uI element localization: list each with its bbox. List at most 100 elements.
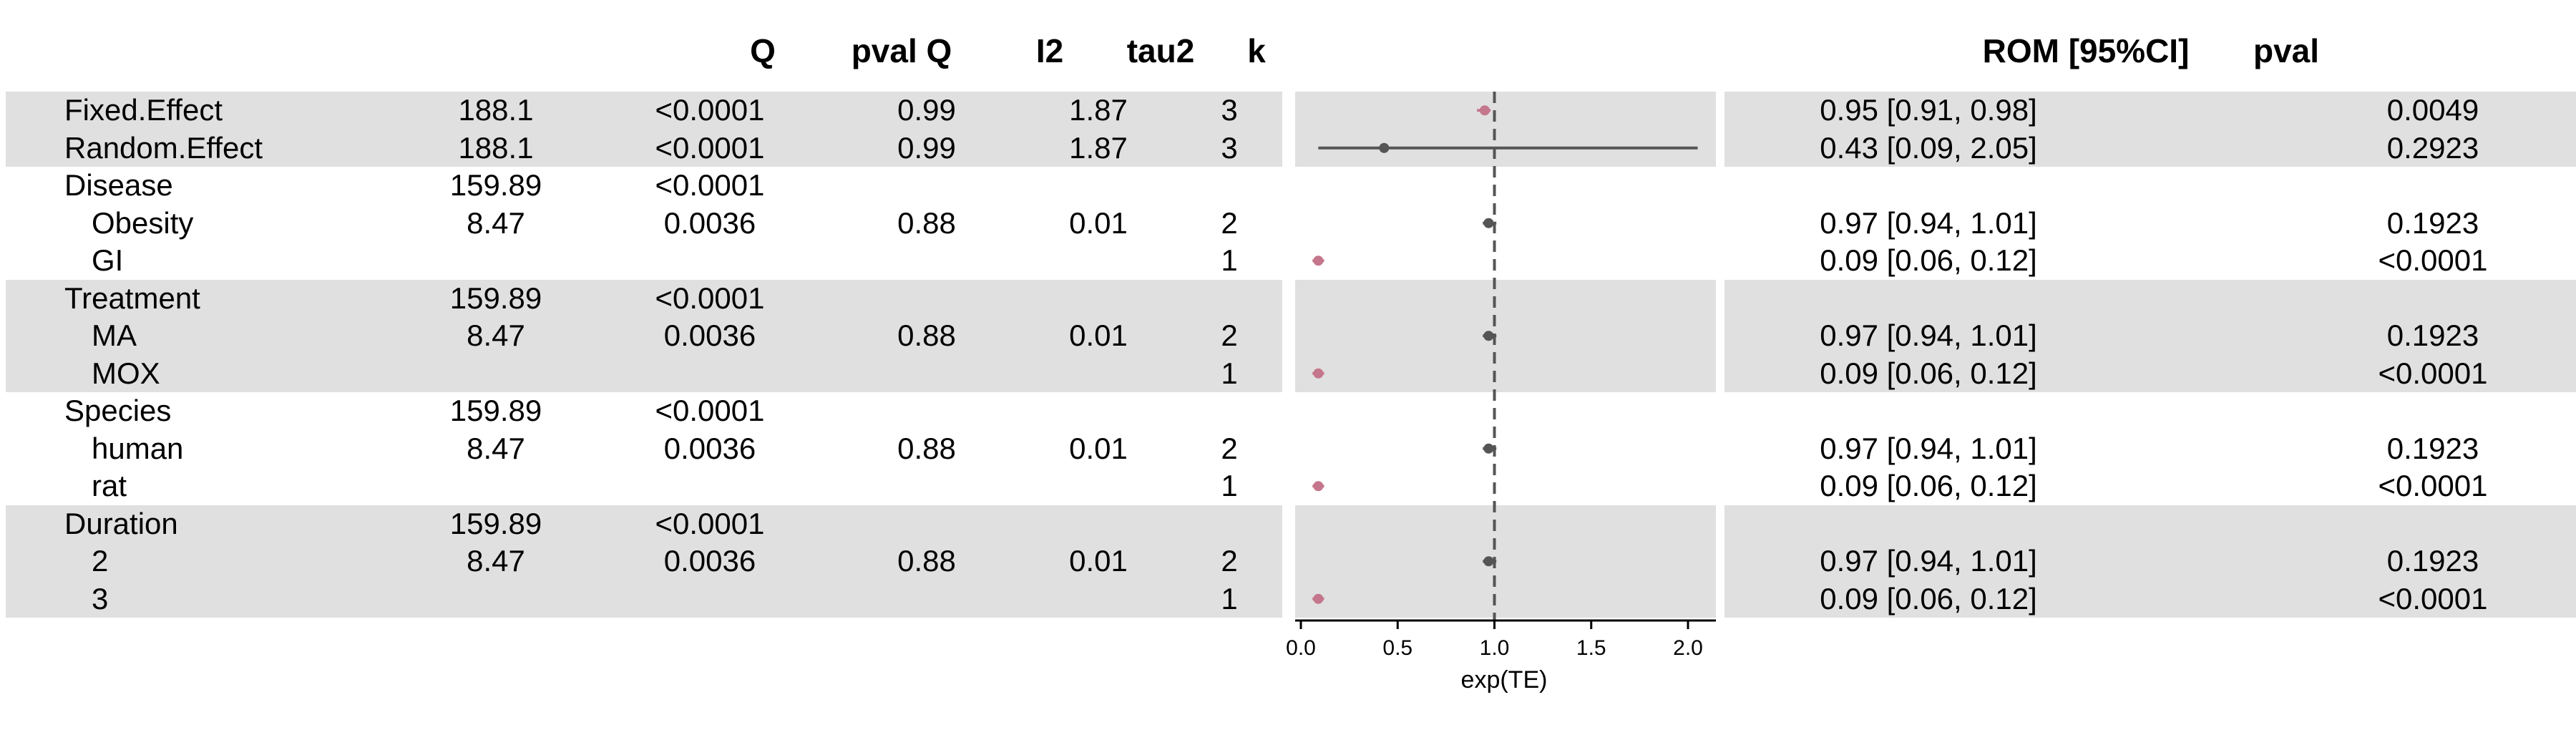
cell-rom-ci: 0.43 [0.09, 2.05] bbox=[1820, 130, 2037, 165]
x-axis-label: exp(TE) bbox=[1461, 666, 1548, 694]
cell-k: 2 bbox=[1221, 544, 1238, 578]
cell-i2: 0.88 bbox=[897, 431, 956, 465]
cell-rom-ci: 0.09 [0.06, 0.12] bbox=[1820, 243, 2037, 278]
cell-q: 159.89 bbox=[449, 168, 542, 203]
cell-rom-ci: 0.97 [0.94, 1.01] bbox=[1820, 318, 2037, 353]
cell-k: 2 bbox=[1221, 431, 1238, 465]
table-row: 2 8.47 0.0036 0.88 0.01 2 0.97 [0.94, 1.01] 0.1… bbox=[0, 542, 2576, 580]
cell-pval-q: 0.0036 bbox=[663, 205, 756, 240]
table-row: rat 1 0.09 [0.06, 0.12] <0.0001 bbox=[0, 467, 2576, 505]
row-label: Species bbox=[64, 394, 172, 428]
row-shading bbox=[1724, 129, 2576, 167]
row-label: Fixed.Effect bbox=[64, 93, 223, 127]
cell-q: 8.47 bbox=[467, 205, 525, 240]
row-shading bbox=[6, 505, 1282, 542]
x-tick-label: 0.5 bbox=[1382, 636, 1413, 660]
row-shading bbox=[1295, 317, 1716, 355]
cell-i2: 0.88 bbox=[897, 318, 956, 353]
row-shading bbox=[1724, 279, 2576, 317]
row-shading bbox=[6, 354, 1282, 392]
x-tick-label: 1.5 bbox=[1576, 636, 1606, 660]
cell-pval-q: <0.0001 bbox=[655, 93, 765, 127]
row-shading bbox=[1724, 505, 2576, 542]
cell-rom-ci: 0.09 [0.06, 0.12] bbox=[1820, 469, 2037, 503]
cell-rom-ci: 0.09 [0.06, 0.12] bbox=[1820, 356, 2037, 390]
table-row: Treatment 159.89 <0.0001 bbox=[0, 279, 2576, 317]
cell-q: 8.47 bbox=[467, 318, 525, 353]
row-label: Treatment bbox=[64, 281, 200, 315]
table-row: Disease 159.89 <0.0001 bbox=[0, 167, 2576, 205]
row-label: GI bbox=[92, 243, 124, 278]
cell-k: 3 bbox=[1221, 130, 1238, 165]
table-body: Fixed.Effect 188.1 <0.0001 0.99 1.87 3 0.95 [0… bbox=[0, 92, 2576, 618]
x-tick-label: 2.0 bbox=[1673, 636, 1703, 660]
row-shading bbox=[1295, 92, 1716, 130]
x-tick-label: 1.0 bbox=[1480, 636, 1510, 660]
table-row: Random.Effect 188.1 <0.0001 0.99 1.87 3 0.43 [… bbox=[0, 129, 2576, 167]
header-k: k bbox=[1247, 32, 1266, 69]
row-label: Random.Effect bbox=[64, 130, 263, 165]
row-label: Obesity bbox=[92, 205, 194, 240]
cell-q: 159.89 bbox=[449, 394, 542, 428]
cell-pval-q: <0.0001 bbox=[655, 281, 765, 315]
table-row: MA 8.47 0.0036 0.88 0.01 2 0.97 [0.94, 1.01] 0.… bbox=[0, 317, 2576, 355]
cell-q: 188.1 bbox=[458, 130, 534, 165]
cell-k: 2 bbox=[1221, 205, 1238, 240]
cell-k: 3 bbox=[1221, 93, 1238, 127]
header-rom: ROM [95%CI] bbox=[1982, 32, 2190, 69]
row-shading bbox=[1724, 354, 2576, 392]
cell-q: 8.47 bbox=[467, 431, 525, 465]
cell-pval: <0.0001 bbox=[2378, 243, 2488, 278]
cell-rom-ci: 0.97 [0.94, 1.01] bbox=[1820, 205, 2037, 240]
cell-pval: 0.1923 bbox=[2386, 318, 2479, 353]
cell-pval-q: <0.0001 bbox=[655, 394, 765, 428]
cell-k: 1 bbox=[1221, 469, 1238, 503]
cell-pval: 0.1923 bbox=[2386, 205, 2479, 240]
cell-tau2: 0.01 bbox=[1069, 431, 1128, 465]
row-shading bbox=[1295, 542, 1716, 580]
cell-q: 159.89 bbox=[449, 281, 542, 315]
table-row: 3 1 0.09 [0.06, 0.12] <0.0001 bbox=[0, 580, 2576, 618]
header-pval-q: pval Q bbox=[851, 32, 952, 69]
row-shading bbox=[6, 92, 1282, 130]
row-shading bbox=[6, 580, 1282, 618]
row-label: human bbox=[92, 431, 184, 465]
cell-q: 8.47 bbox=[467, 544, 525, 578]
cell-rom-ci: 0.97 [0.94, 1.01] bbox=[1820, 431, 2037, 465]
cell-k: 1 bbox=[1221, 581, 1238, 615]
row-label: 3 bbox=[92, 581, 109, 615]
cell-i2: 0.99 bbox=[897, 93, 956, 127]
row-shading bbox=[6, 279, 1282, 317]
header-pval: pval bbox=[2253, 32, 2320, 69]
cell-k: 1 bbox=[1221, 243, 1238, 278]
cell-q: 159.89 bbox=[449, 506, 542, 540]
cell-rom-ci: 0.97 [0.94, 1.01] bbox=[1820, 544, 2037, 578]
cell-tau2: 1.87 bbox=[1069, 130, 1128, 165]
cell-pval-q: 0.0036 bbox=[663, 544, 756, 578]
row-label: 2 bbox=[92, 544, 109, 578]
cell-pval: 0.1923 bbox=[2386, 544, 2479, 578]
cell-i2: 0.88 bbox=[897, 544, 956, 578]
cell-rom-ci: 0.95 [0.91, 0.98] bbox=[1820, 93, 2037, 127]
cell-pval-q: <0.0001 bbox=[655, 506, 765, 540]
row-shading bbox=[1295, 129, 1716, 167]
cell-pval: <0.0001 bbox=[2378, 356, 2488, 390]
row-shading bbox=[1724, 580, 2576, 618]
cell-pval-q: <0.0001 bbox=[655, 168, 765, 203]
table-row: GI 1 0.09 [0.06, 0.12] <0.0001 bbox=[0, 242, 2576, 280]
table-row: Fixed.Effect 188.1 <0.0001 0.99 1.87 3 0.95 [0… bbox=[0, 92, 2576, 130]
row-shading bbox=[1295, 505, 1716, 542]
cell-pval-q: 0.0036 bbox=[663, 431, 756, 465]
row-shading bbox=[1295, 279, 1716, 317]
cell-q: 188.1 bbox=[458, 93, 534, 127]
table-row: human 8.47 0.0036 0.88 0.01 2 0.97 [0.94, 1.01… bbox=[0, 430, 2576, 468]
cell-tau2: 1.87 bbox=[1069, 93, 1128, 127]
row-shading bbox=[1724, 317, 2576, 355]
table-row: Species 159.89 <0.0001 bbox=[0, 392, 2576, 430]
row-label: Disease bbox=[64, 168, 173, 203]
row-shading bbox=[1295, 354, 1716, 392]
row-label: MOX bbox=[92, 356, 160, 390]
row-shading bbox=[1295, 580, 1716, 618]
cell-pval: 0.0049 bbox=[2386, 93, 2479, 127]
cell-pval: <0.0001 bbox=[2378, 581, 2488, 615]
